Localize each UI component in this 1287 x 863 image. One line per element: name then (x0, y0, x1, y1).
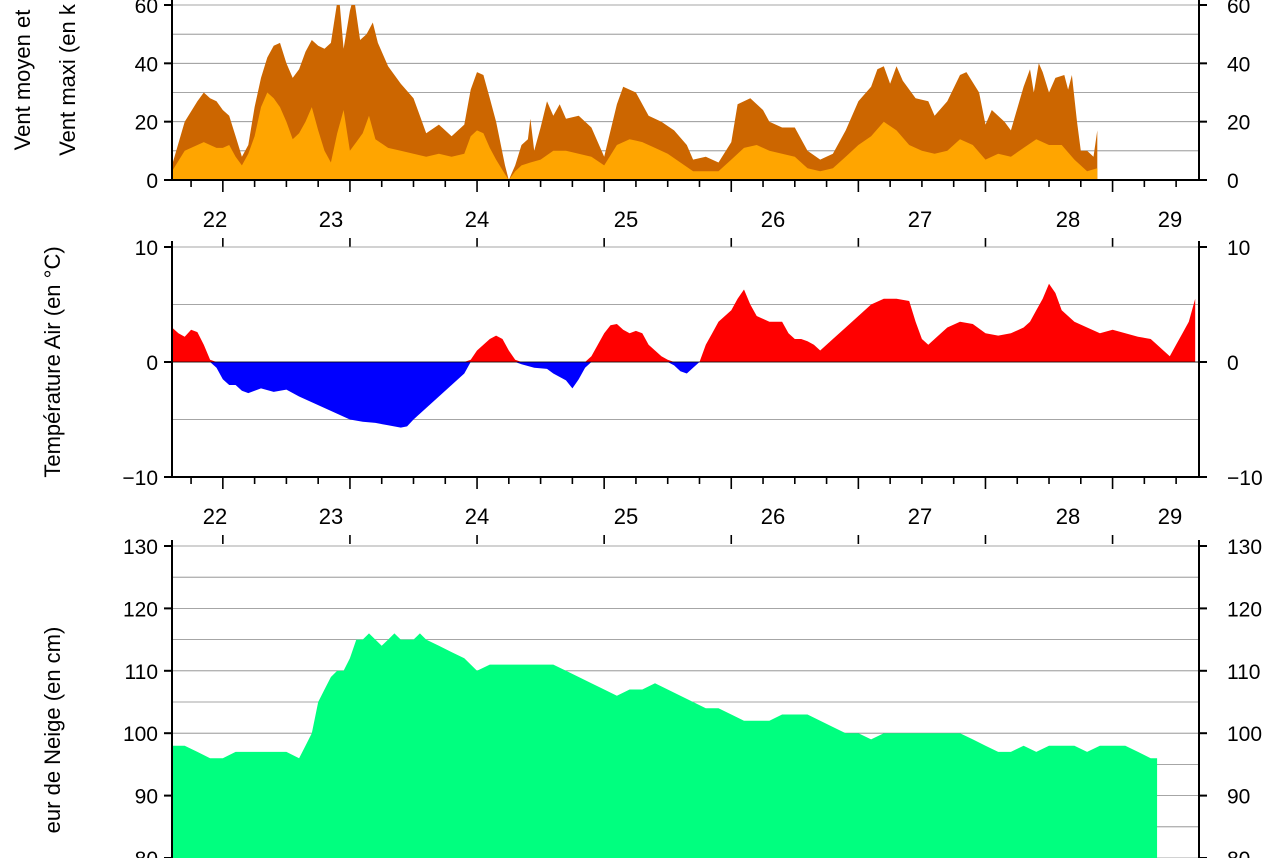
y-tick-label: 10 (135, 237, 158, 260)
y-tick-label: 90 (135, 786, 158, 809)
x-tick-label: 28 (1056, 207, 1080, 232)
x-tick-label: 29 (1158, 207, 1182, 232)
x-tick-label: 25 (614, 207, 638, 232)
y-tick-label: 10 (1227, 237, 1250, 260)
y-tick-label: 0 (146, 352, 158, 375)
x-tick-label: 22 (203, 504, 227, 529)
y-tick-label: 80 (1227, 848, 1250, 858)
plot-area (172, 283, 1196, 428)
x-tick-label: 27 (908, 504, 932, 529)
y-tick-label: 120 (1227, 598, 1262, 621)
y-tick-label: 130 (1227, 536, 1262, 559)
y-tick-label: 110 (125, 661, 158, 684)
y-tick-label: 0 (1227, 352, 1239, 375)
y-tick-label: 100 (1227, 723, 1262, 746)
y-tick-label: 40 (135, 53, 158, 76)
x-tick-label: 23 (319, 207, 343, 232)
x-tick-label: 28 (1056, 504, 1080, 529)
y-tick-label: 90 (1227, 786, 1250, 809)
series-vent-maxi (172, 5, 1098, 180)
y-tick-label: 0 (1227, 170, 1239, 193)
x-tick-label: 24 (465, 504, 489, 529)
series-temp-negative (172, 362, 1196, 428)
x-tick-label: 29 (1158, 504, 1182, 529)
y-axis-label: Vent moyen et (10, 10, 35, 151)
series-vent-moyen (172, 92, 1098, 180)
x-tick-label: 24 (465, 207, 489, 232)
y-axis-label: eur de Neige (en cm) (40, 627, 65, 834)
y-tick-label: 60 (1227, 0, 1250, 18)
y-tick-label: 120 (123, 598, 158, 621)
y-tick-label: 0 (146, 170, 158, 193)
y-tick-label: 20 (1227, 112, 1250, 135)
panel-3: 80 80 90 90 100 100 110 110 120 120 130 130 eur de N… (40, 536, 1262, 863)
x-tick-label: 23 (319, 504, 343, 529)
y-tick-label: 130 (123, 536, 158, 559)
x-tick-label: 26 (761, 504, 785, 529)
plot-area (172, 5, 1098, 180)
y-tick-label: 60 (135, 0, 158, 18)
y-tick-label: −10 (1227, 467, 1263, 490)
panel-2: −10 −10 0 0 10 10 22 23 24 25 26 27 28 29 Température … (40, 237, 1263, 544)
y-axis-label: Température Air (en °C) (40, 246, 65, 477)
y-tick-label: 40 (1227, 53, 1250, 76)
x-tick-label: 27 (908, 207, 932, 232)
y-tick-label: 110 (1227, 661, 1260, 684)
y-tick-label: 80 (135, 848, 158, 858)
x-tick-label: 25 (614, 504, 638, 529)
y-tick-label: −10 (122, 467, 158, 490)
series-hauteur-neige (172, 633, 1158, 858)
y-tick-label: 20 (135, 112, 158, 135)
x-tick-label: 22 (203, 207, 227, 232)
series-temp-positive (172, 283, 1196, 362)
y-tick-label: 100 (123, 723, 158, 746)
x-tick-label: 26 (761, 207, 785, 232)
y-axis-label: Vent maxi (en k (55, 3, 80, 156)
panel-1: 0 0 20 20 40 40 60 60 22 23 24 25 26 27 28 29 Vent moyen… (10, 0, 1250, 247)
plot-area (172, 633, 1158, 858)
